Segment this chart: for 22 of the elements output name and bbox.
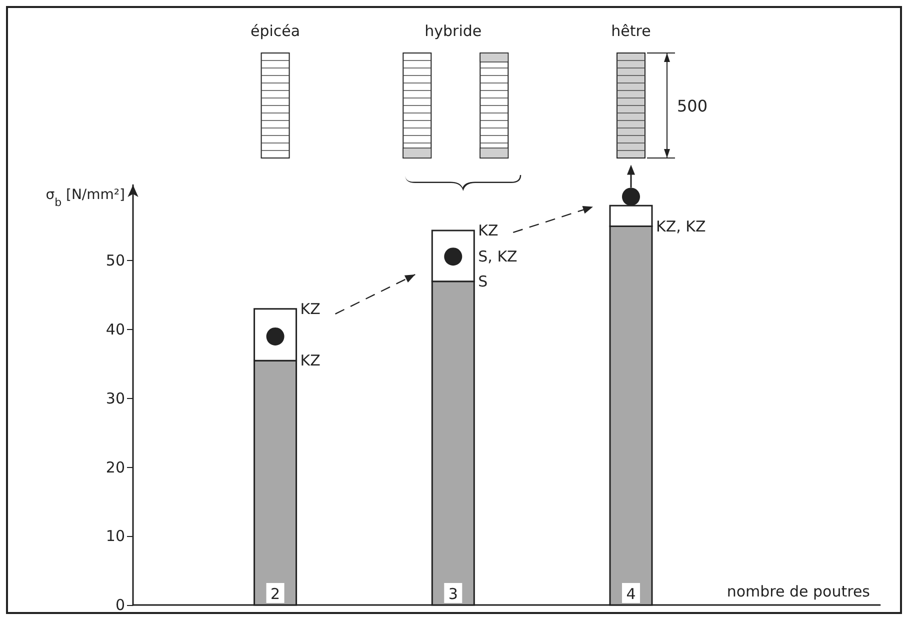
y-tick-label: 20: [106, 458, 125, 476]
y-tick-label: 40: [106, 320, 125, 339]
text: 500: [677, 96, 708, 116]
text: épicéa: [250, 22, 300, 40]
y-axis-title: σ$_{b}$ [N/mm²]: [46, 187, 125, 208]
annotation: KZ: [300, 300, 320, 318]
annotation: KZ, KZ: [656, 217, 706, 236]
annotation: KZ: [300, 352, 320, 370]
y-tick-label: 30: [106, 389, 125, 408]
x-tick-label: 4: [626, 585, 636, 603]
y-tick-label: 0: [115, 596, 125, 614]
text: hêtre: [611, 22, 651, 40]
annotation: S: [478, 272, 488, 290]
point: [622, 188, 640, 206]
y-tick-label: 10: [106, 527, 125, 546]
x-axis-title: nombre de poutres: [726, 582, 870, 600]
y-tick-label: 50: [106, 252, 125, 270]
annotation: KZ: [478, 221, 498, 240]
x-tick-label: 3: [448, 585, 458, 603]
text: hybride: [424, 22, 482, 40]
annotation: S, KZ: [478, 248, 518, 266]
x-tick-label: 2: [270, 585, 280, 603]
